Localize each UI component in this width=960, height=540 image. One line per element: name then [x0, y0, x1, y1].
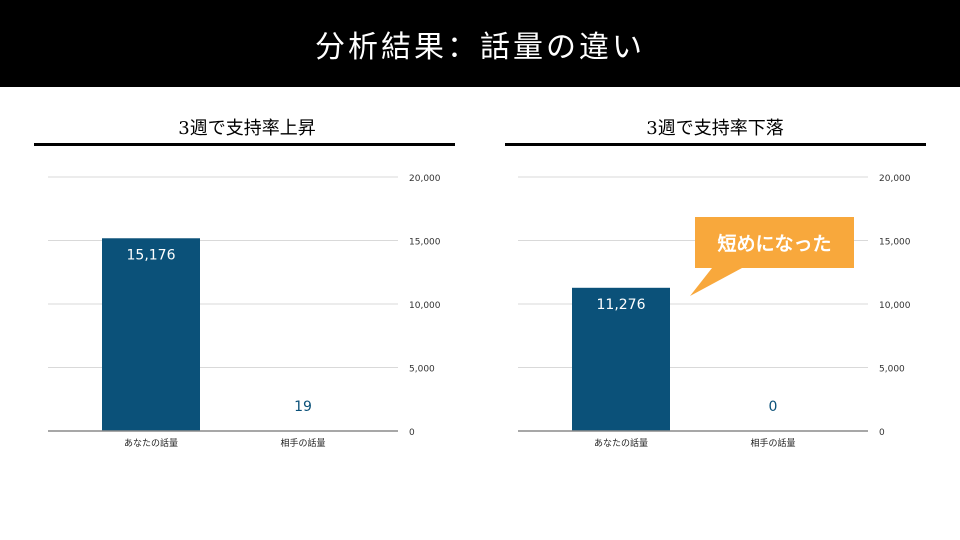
x-category-label: 相手の話量	[280, 437, 325, 449]
y-tick-label: 20,000	[879, 174, 911, 184]
chart-title-right: 3週で支持率下落	[646, 118, 784, 139]
y-tick-label: 10,000	[879, 301, 911, 311]
y-tick-label: 5,000	[409, 365, 435, 375]
y-tick-label: 15,000	[879, 238, 911, 248]
y-tick-label: 0	[409, 428, 415, 438]
data-label: 15,176	[127, 247, 176, 263]
callout-badge: 短めになった	[695, 217, 854, 268]
y-tick-label: 0	[879, 428, 885, 438]
data-label: 11,276	[597, 297, 646, 313]
title-underline-left	[34, 143, 455, 146]
x-category-label: あなたの話量	[594, 437, 648, 449]
bar	[572, 287, 670, 431]
page-title: 分析結果：話量の違い	[315, 29, 645, 65]
callout-text: 短めになった	[717, 233, 832, 255]
data-label: 0	[769, 399, 778, 415]
y-tick-label: 10,000	[409, 301, 441, 311]
y-tick-label: 15,000	[409, 238, 441, 248]
x-category-label: あなたの話量	[124, 437, 178, 449]
y-tick-label: 20,000	[409, 174, 441, 184]
header-bar: 分析結果：話量の違い	[0, 0, 960, 87]
bar	[102, 238, 200, 431]
data-label: 19	[294, 399, 312, 415]
title-underline-right	[505, 143, 926, 146]
x-category-label: 相手の話量	[750, 437, 795, 449]
chart-title-left: 3週で支持率上昇	[178, 118, 316, 139]
y-tick-label: 5,000	[879, 365, 905, 375]
